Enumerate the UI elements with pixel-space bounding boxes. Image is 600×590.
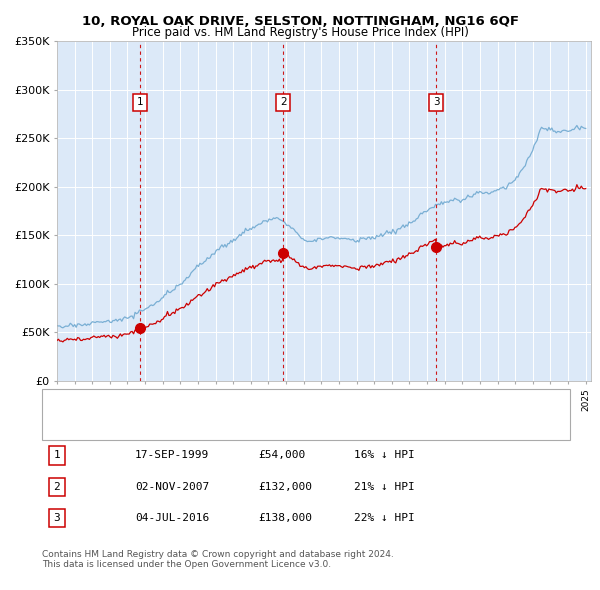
- Text: 10, ROYAL OAK DRIVE, SELSTON, NOTTINGHAM, NG16 6QF (detached house): 10, ROYAL OAK DRIVE, SELSTON, NOTTINGHAM…: [87, 398, 470, 408]
- Text: 04-JUL-2016: 04-JUL-2016: [135, 513, 209, 523]
- Text: 10, ROYAL OAK DRIVE, SELSTON, NOTTINGHAM, NG16 6QF: 10, ROYAL OAK DRIVE, SELSTON, NOTTINGHAM…: [82, 15, 518, 28]
- Text: HPI: Average price, detached house, Ashfield: HPI: Average price, detached house, Ashf…: [87, 422, 312, 432]
- Text: 16% ↓ HPI: 16% ↓ HPI: [354, 451, 415, 460]
- Text: £132,000: £132,000: [258, 482, 312, 491]
- Text: 3: 3: [433, 97, 439, 107]
- Text: 21% ↓ HPI: 21% ↓ HPI: [354, 482, 415, 491]
- Text: £54,000: £54,000: [258, 451, 305, 460]
- Text: 1: 1: [137, 97, 143, 107]
- Text: Price paid vs. HM Land Registry's House Price Index (HPI): Price paid vs. HM Land Registry's House …: [131, 26, 469, 39]
- Text: 1: 1: [53, 451, 61, 460]
- Text: Contains HM Land Registry data © Crown copyright and database right 2024.
This d: Contains HM Land Registry data © Crown c…: [42, 550, 394, 569]
- Text: 22% ↓ HPI: 22% ↓ HPI: [354, 513, 415, 523]
- Text: £138,000: £138,000: [258, 513, 312, 523]
- Text: 02-NOV-2007: 02-NOV-2007: [135, 482, 209, 491]
- Text: 2: 2: [280, 97, 287, 107]
- Text: 2: 2: [53, 482, 61, 491]
- Text: 17-SEP-1999: 17-SEP-1999: [135, 451, 209, 460]
- Text: 3: 3: [53, 513, 61, 523]
